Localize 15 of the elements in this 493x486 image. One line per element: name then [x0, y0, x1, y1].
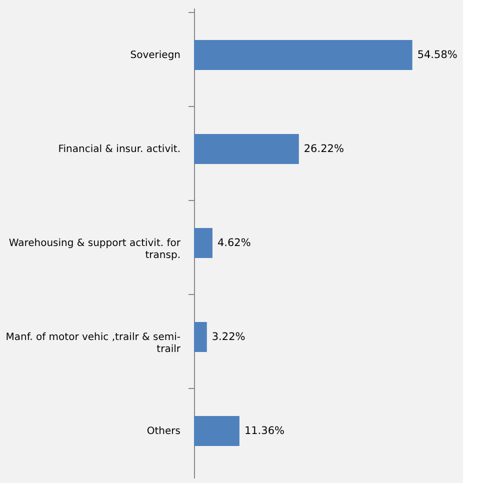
y-tick-label: Warehousing & support activit. for transp. [8, 238, 182, 261]
bar [194, 416, 240, 446]
data-label: 4.62% [217, 237, 251, 249]
data-label: 54.58% [417, 49, 458, 61]
y-tick-label: Soveriegn [130, 50, 180, 61]
data-label: 26.22% [304, 143, 344, 155]
data-label: 3.22% [212, 331, 246, 343]
bar [194, 322, 207, 352]
bar [194, 40, 412, 70]
bar [194, 134, 299, 164]
y-tick-label: Others [146, 426, 180, 437]
bar [194, 228, 212, 258]
y-tick-label: Financial & insur. activit. [58, 144, 180, 155]
y-tick-label: Manf. of motor vehic ,trailr & semi-trailr [6, 332, 182, 355]
data-label: 11.36% [244, 425, 284, 437]
